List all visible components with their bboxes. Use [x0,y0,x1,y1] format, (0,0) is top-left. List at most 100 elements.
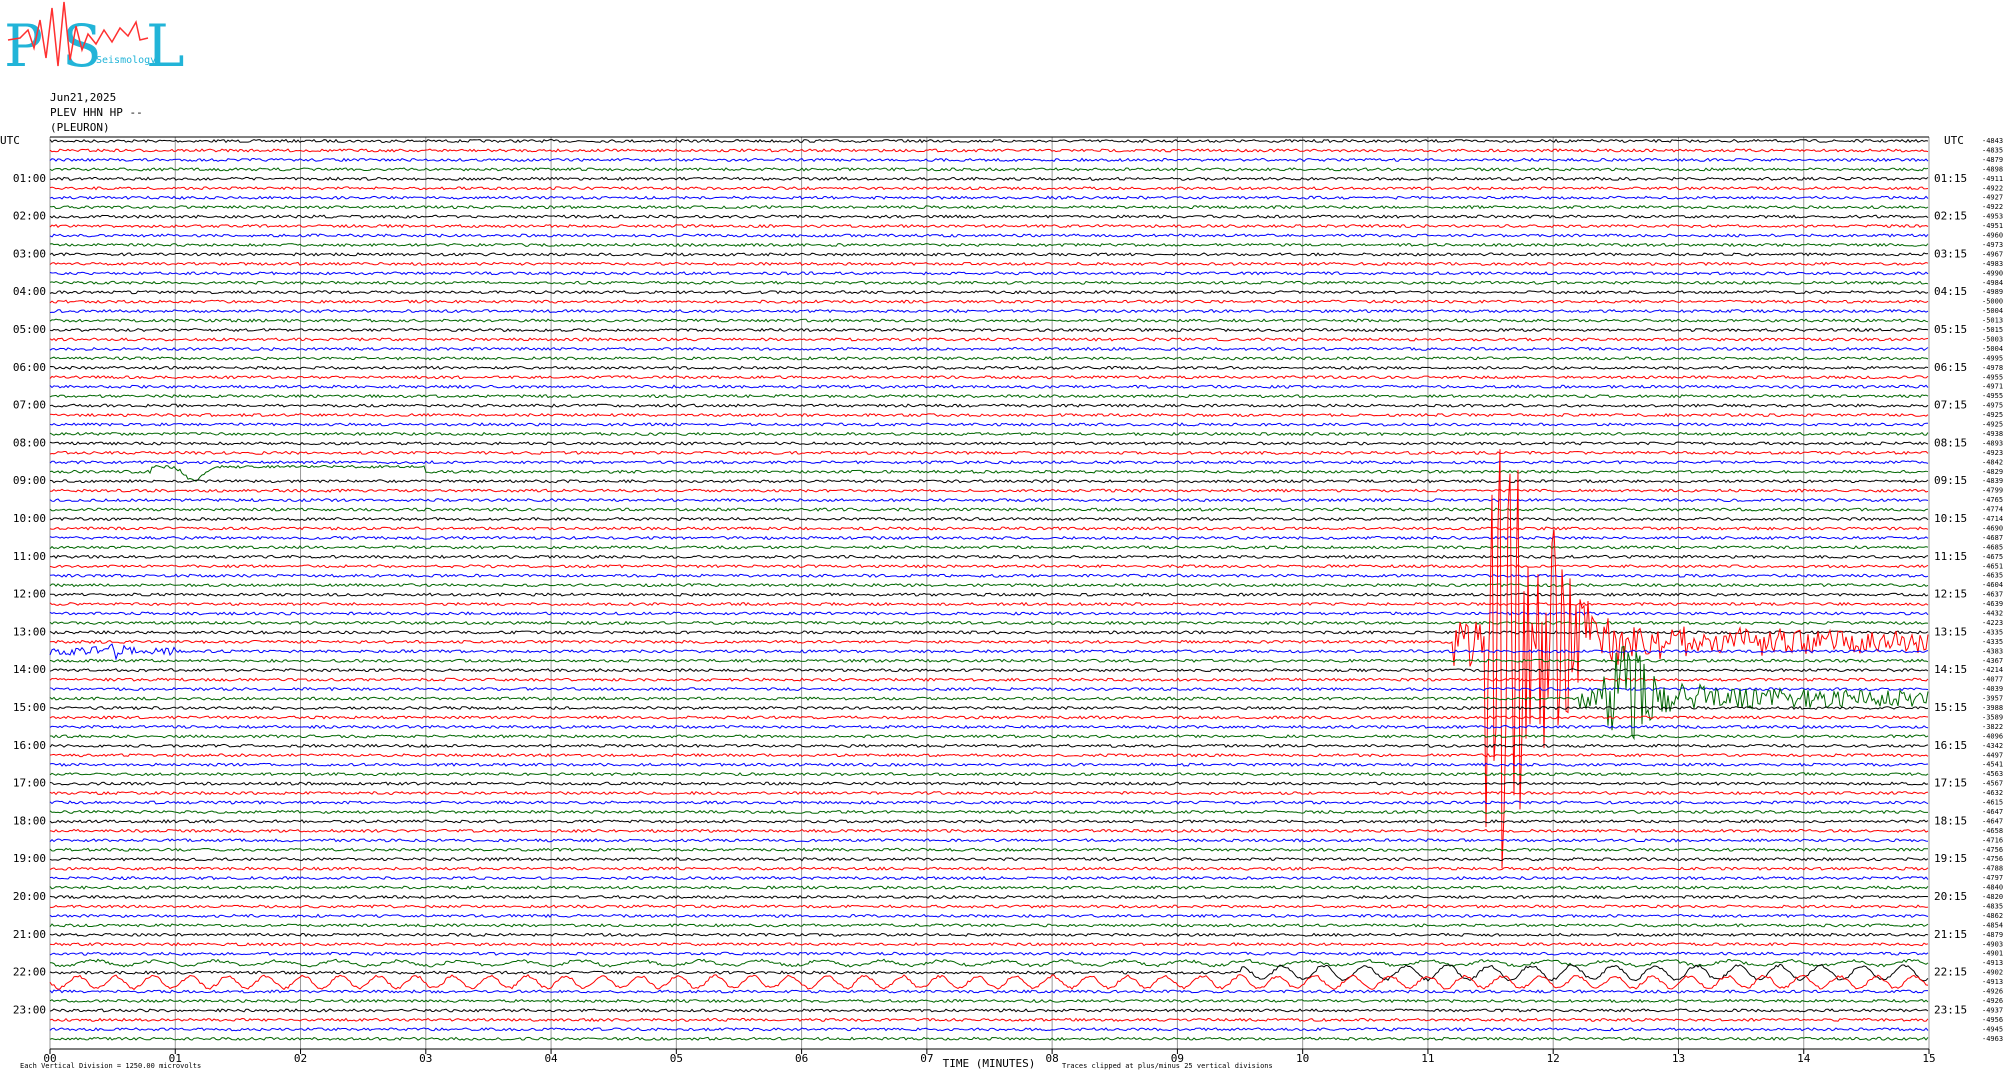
seismic-trace [49,261,1929,267]
trace-offset: -4563 [1982,770,2003,778]
seismic-trace [49,583,1929,588]
hour-label: 16:15 [1934,739,1967,752]
x-axis-title: TIME (MINUTES) [943,1057,1036,1070]
trace-offset: -4938 [1982,430,2003,438]
trace-offset: -4839 [1982,477,2003,485]
trace-offset: -5015 [1982,326,2003,334]
trace-offset: -4647 [1982,817,2003,825]
scale-note: Each Vertical Division = 1250.00 microvo… [20,1062,201,1070]
trace-offset: -4990 [1982,269,2003,277]
seismic-trace [49,875,1929,881]
trace-offset: -4973 [1982,241,2003,249]
seismic-trace [49,252,1929,257]
trace-offset: -4541 [1982,761,2003,769]
trace-offset: -4922 [1982,203,2003,211]
seismic-trace [49,535,1929,541]
seismic-trace [49,601,1929,607]
seismic-trace [49,772,1929,777]
seismic-trace [49,989,1928,994]
seismic-trace [49,998,1929,1004]
seismic-trace [49,195,1929,200]
x-tick-label: 11 [1421,1052,1434,1065]
trace-offset: -4967 [1982,250,2003,258]
trace-offset: -4955 [1982,373,2003,381]
hour-label: 22:00 [13,966,46,979]
x-tick-label: 00 [43,1052,56,1065]
trace-offset: -3957 [1982,695,2003,703]
seismic-trace [49,643,1929,661]
trace-offset: -4955 [1982,392,2003,400]
seismic-trace [49,847,1928,852]
hour-label: 09:15 [1934,474,1967,487]
seismic-trace [49,781,1929,786]
trace-offset: -4820 [1982,893,2003,901]
seismic-trace [49,394,1929,399]
trace-offset: -4335 [1982,638,2003,646]
seismic-trace [49,233,1929,238]
hour-label: 17:00 [13,777,46,790]
seismic-trace [50,734,1929,739]
trace-offset: -5013 [1982,317,2003,325]
seismic-trace [49,958,1929,968]
hour-label: 23:00 [13,1003,46,1016]
seismic-trace [49,148,1929,153]
seismic-trace [49,242,1929,248]
seismic-trace [49,564,1929,569]
seismic-trace [49,828,1929,834]
seismic-trace [49,974,1929,991]
trace-offset: -4714 [1982,515,2003,523]
seismic-trace [49,668,1929,673]
seismic-trace [49,412,1929,418]
hour-label: 19:00 [13,852,46,865]
left-axis-title: UTC [0,134,20,147]
trace-offset: -4829 [1982,468,2003,476]
hour-label: 07:15 [1934,399,1967,412]
hour-label: 11:00 [13,550,46,563]
logo-squiggle [7,1,149,67]
seismic-trace [49,422,1929,427]
x-tick-label: 06 [795,1052,808,1065]
x-tick-label: 07 [920,1052,933,1065]
trace-offset: -5003 [1982,335,2003,343]
trace-offset: -4788 [1982,865,2003,873]
trace-offset: -4913 [1982,959,2003,967]
trace-offset: -4983 [1982,260,2003,268]
x-tick-label: 02 [294,1052,307,1065]
hour-label: 01:15 [1934,172,1967,185]
trace-offset: -4223 [1982,619,2003,627]
trace-offset: -4432 [1982,610,2003,618]
trace-offset: -4995 [1982,354,2003,362]
seismic-trace [49,375,1929,380]
hour-label: 14:00 [13,663,46,676]
seismic-trace [49,299,1929,304]
trace-offset: -4989 [1982,288,2003,296]
seismic-trace [49,488,1929,493]
seismic-trace [49,449,1929,869]
trace-offset: -4901 [1982,950,2003,958]
seismic-trace [49,526,1929,531]
trace-offset: -4902 [1982,969,2003,977]
trace-offset: -4893 [1982,439,2003,447]
trace-offset: -4911 [1982,175,2003,183]
seismic-trace [49,516,1929,522]
hour-label: 02:00 [13,210,46,223]
seismic-trace [49,431,1929,437]
trace-offset: -4685 [1982,543,2003,551]
trace-offset: -4963 [1982,1035,2003,1043]
x-tick-label: 08 [1046,1052,1059,1065]
seismic-trace [49,620,1929,626]
trace-offset: -3822 [1982,723,2003,731]
trace-offset: -5000 [1982,298,2003,306]
seismic-trace [49,167,1929,172]
trace-offset: -4926 [1982,997,2003,1005]
hour-label: 03:15 [1934,247,1967,260]
hour-label: 04:15 [1934,285,1967,298]
seismic-trace [49,1036,1929,1041]
seismic-trace [49,1027,1929,1032]
seismic-trace [49,1017,1929,1022]
trace-offset: -4960 [1982,232,2003,240]
trace-offset: -4927 [1982,194,2003,202]
trace-offset: -4635 [1982,572,2003,580]
trace-offset: -4615 [1982,799,2003,807]
